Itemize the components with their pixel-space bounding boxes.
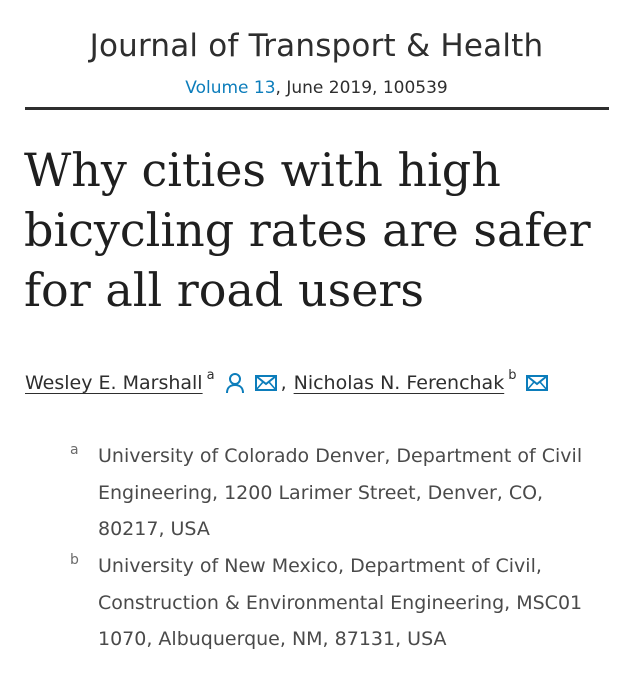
mail-icon[interactable] [526,375,549,391]
affiliation-mark: a [70,442,79,458]
person-icon[interactable] [225,372,245,394]
affiliation-superscript-a[interactable]: a [206,367,215,383]
affiliation-text: University of New Mexico, Department of … [98,555,583,650]
author-separator: , [280,372,287,394]
author-list: Wesley E. Marshall a , Nicholas N. Feren… [25,368,549,394]
affiliation-superscript-b[interactable]: b [508,367,517,383]
article-title: Why cities with high bicycling rates are… [24,143,591,317]
volume-link[interactable]: Volume 13 [185,78,276,98]
header-divider [25,107,609,110]
journal-title[interactable]: Journal of Transport & Health [89,28,544,64]
author-link-marshall[interactable]: Wesley E. Marshall [25,372,203,394]
volume-info: Volume 13, June 2019, 100539 [0,78,633,98]
affiliation-mark: b [70,552,79,568]
author-link-ferenchak[interactable]: Nicholas N. Ferenchak [293,372,505,394]
mail-icon[interactable] [254,375,277,391]
affiliation-text: University of Colorado Denver, Departmen… [98,445,583,540]
issue-date-and-article-number: , June 2019, 100539 [275,78,448,98]
